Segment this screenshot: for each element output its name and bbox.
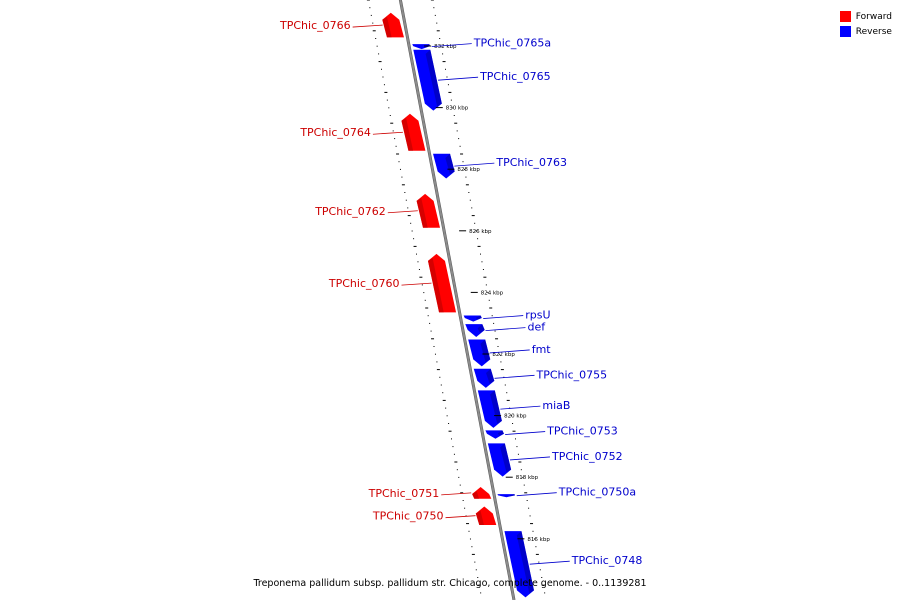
gene-arrow-shade [477, 324, 485, 333]
gene-arrow-shade [475, 510, 484, 525]
leader-line [445, 515, 476, 519]
gene-rpsU-feature [463, 315, 482, 322]
leader-line [516, 492, 557, 497]
gene-arrow-shade [416, 198, 428, 228]
leader-line [485, 327, 526, 331]
gene-label: TPChic_0751 [368, 487, 440, 500]
gene-TPChic_0755-feature [473, 368, 495, 388]
gene-label: TPChic_0765 [479, 70, 551, 83]
genome-caption: Treponema pallidum subsp. pallidum str. … [253, 578, 647, 589]
gene-arrow-shade [480, 339, 491, 363]
tick-marks [366, 0, 546, 594]
gene-label: miaB [542, 399, 570, 412]
gene-arrow [497, 494, 516, 498]
gene-label: TPChic_0760 [328, 277, 400, 290]
gene-arrow-shade [500, 443, 512, 473]
ruler-label: 832 kbp [434, 44, 457, 50]
gene-TPChic_0750a-feature [497, 494, 516, 498]
leader-line [494, 374, 535, 379]
ruler-labels: 832 kbp 830 kbp 828 kbp 826 kbp 824 kbp 822 k… [424, 44, 550, 543]
ruler-label: 820 kbp [504, 414, 527, 420]
forward-swatch-icon [839, 11, 851, 22]
gene-TPChic_0752-feature [487, 443, 512, 477]
ruler-label: 826 kbp [469, 229, 492, 235]
gene-label: TPChic_0762 [314, 205, 386, 218]
gene-arrow [427, 253, 457, 313]
leader-line [372, 131, 403, 135]
gene-arrow-shade [472, 491, 480, 499]
leader-line [505, 431, 546, 435]
legend-reverse: Reverse [839, 24, 892, 39]
backbone-line [399, 0, 515, 600]
leader-line [509, 456, 551, 461]
leader-line [431, 43, 472, 48]
gene-label: TPChic_0750 [372, 510, 444, 523]
leader-line [529, 560, 570, 565]
gene-arrow [412, 44, 431, 50]
gene-label: TPChic_0752 [551, 450, 623, 463]
ruler-label: 822 kbp [492, 352, 515, 358]
leader-line [401, 282, 432, 286]
leader-line [454, 162, 495, 167]
gene-label: TPChic_0764 [299, 126, 371, 139]
leader-line [489, 349, 530, 354]
legend-forward: Forward [839, 9, 892, 24]
gene-arrow-shade [425, 49, 442, 107]
gene-TPChic_0765-feature [413, 49, 442, 111]
reverse-swatch-icon [839, 26, 851, 37]
leader-line [387, 210, 418, 214]
gene-arrow-shade [497, 430, 504, 436]
gene-def-feature [465, 324, 485, 338]
genome-backbone [398, 0, 516, 600]
gene-TPChic_0750-feature [475, 506, 497, 525]
gene-label: def [527, 321, 546, 334]
leader-line [438, 76, 479, 81]
leader-line [500, 405, 541, 410]
gene-arrow [463, 315, 482, 322]
leader-line [352, 24, 383, 28]
gene-label: TPChic_0750a [558, 486, 636, 499]
gene-TPChic_0753-feature [485, 430, 504, 439]
gene-arrow [504, 531, 534, 598]
gene-arrow-shade [427, 258, 444, 313]
strand-legend: Forward Reverse [839, 9, 892, 39]
leader-line [441, 492, 472, 496]
ruler-label: 830 kbp [446, 106, 469, 112]
gene-label: TPChic_0766 [279, 19, 351, 32]
gene-TPChic_0762-feature [416, 193, 441, 228]
gene-arrow-shade [475, 315, 482, 320]
gene-arrow [413, 49, 442, 111]
leader-line [483, 315, 524, 319]
gene-TPChic_0764-feature [401, 113, 426, 151]
gene-arrow-shade [509, 494, 516, 497]
gene-TPChic_0748-feature [504, 531, 534, 598]
gene-TPChic_0760-feature [427, 253, 457, 313]
gene-TPChic_0751-feature [472, 487, 492, 499]
gene-arrow-shade [401, 117, 414, 151]
legend-reverse-label: Reverse [855, 26, 892, 37]
gene-label: TPChic_0748 [571, 554, 643, 567]
gene-label: TPChic_0763 [495, 156, 567, 169]
gene-features [382, 12, 534, 598]
gene-TPChic_0766-feature [382, 12, 404, 38]
gene-fmt-feature [468, 339, 491, 367]
gene-label: rpsU [525, 309, 550, 322]
ruler-label: 824 kbp [481, 290, 504, 296]
gene-label: TPChic_0765a [473, 37, 551, 50]
gene-label: TPChic_0755 [536, 368, 608, 381]
gene-arrow-shade [516, 531, 534, 594]
ruler-label: 816 kbp [527, 537, 550, 543]
gene-arrow-shade [382, 16, 392, 38]
gene-arrow-shade [486, 368, 495, 384]
gene-label: TPChic_0753 [546, 425, 618, 438]
gene-TPChic_0763-feature [433, 153, 455, 179]
legend-forward-label: Forward [855, 11, 892, 22]
gene-label: fmt [532, 343, 552, 356]
ruler-label: 828 kbp [457, 167, 480, 173]
gene-TPChic_0765a-feature [412, 44, 431, 50]
gene-labels: TPChic_0766 TPChic_0765a TPChic_0765 TPChic… [279, 19, 642, 567]
ruler-label: 818 kbp [516, 475, 539, 481]
